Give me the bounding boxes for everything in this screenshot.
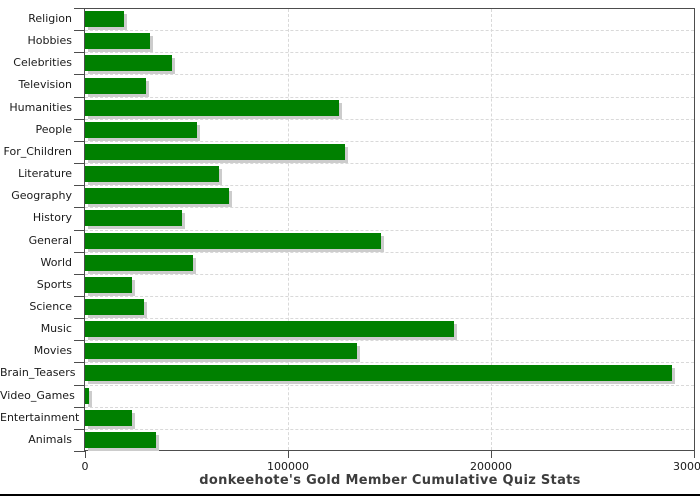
y-axis-label-entertainment: Entertainment [0,410,80,424]
h-gridline [85,273,694,275]
y-tick [74,406,85,408]
bar-world [85,254,193,271]
y-tick [74,428,85,430]
bar-for-children [85,143,345,160]
x-tick [694,451,695,458]
bar-people [85,121,197,138]
h-gridline [85,406,694,408]
y-tick [74,229,85,231]
h-gridline [85,340,694,342]
bar-science [85,299,144,316]
y-axis-label-music: Music [40,322,72,336]
y-tick [74,451,85,452]
h-gridline [85,384,694,386]
h-gridline [85,74,694,76]
bar-video-games [85,387,90,404]
x-tick-label-100000: 100000 [267,460,309,473]
y-tick [74,74,85,76]
bar-hobbies [85,33,150,50]
y-tick [74,340,85,342]
x-tick [85,451,86,458]
bar-movies [85,343,358,360]
y-axis-label-hobbies: Hobbies [27,34,72,48]
bar-general [85,232,382,249]
y-axis-label-for-children: For_Children [3,144,72,158]
h-gridline [85,118,694,120]
chart-title: donkeehote's Gold Member Cumulative Quiz… [199,473,581,488]
y-tick [74,273,85,275]
y-axis-label-history: History [32,211,72,225]
bar-religion [85,11,124,28]
bar-literature [85,166,219,183]
x-tick [491,451,492,458]
bottom-rule [0,494,700,496]
h-gridline [85,251,694,253]
y-tick [74,185,85,187]
y-tick [74,362,85,364]
y-tick [74,295,85,297]
h-gridline [85,52,694,54]
h-gridline [85,96,694,98]
h-gridline [85,185,694,187]
x-tick-label-0: 0 [81,460,89,473]
bar-animals [85,431,157,448]
y-tick [74,384,85,386]
bar-sports [85,276,132,293]
y-tick [74,318,85,320]
y-axis-label-celebrities: Celebrities [13,56,72,70]
y-tick [74,207,85,209]
bar-music [85,321,455,338]
y-axis-label-religion: Religion [28,12,72,25]
h-gridline [85,30,694,32]
x-tick-label-200000: 200000 [470,460,512,473]
bar-entertainment [85,409,132,426]
y-axis-label-people: People [35,122,72,136]
y-axis-label-world: World [40,255,72,269]
bar-celebrities [85,55,173,72]
bar-geography [85,188,230,205]
x-tick [288,451,289,458]
bar-humanities [85,99,339,116]
y-tick [74,118,85,120]
v-gridline [491,9,492,450]
y-axis-label-humanities: Humanities [9,100,72,114]
y-axis-label-geography: Geography [11,189,72,203]
y-tick [74,30,85,32]
bar-history [85,210,183,227]
bar-brain-teasers [85,365,672,382]
h-gridline [85,229,694,231]
x-tick-label-300000: 300000 [673,460,700,473]
y-axis-label-literature: Literature [18,167,72,181]
h-gridline [85,207,694,209]
bar-television [85,77,146,94]
y-axis-label-video-games: Video_Games [0,388,75,402]
v-gridline [288,9,289,450]
h-gridline [85,140,694,142]
h-gridline [85,362,694,364]
h-gridline [85,318,694,320]
y-tick [74,52,85,54]
y-axis-label-general: General [28,233,72,247]
y-tick [74,140,85,142]
y-axis-label-animals: Animals [28,432,72,446]
y-axis-label-brain-teasers: Brain_Teasers [0,366,76,380]
y-axis-label-television: Television [18,78,73,92]
h-gridline [85,428,694,430]
y-axis-label-sports: Sports [36,277,72,291]
y-tick [74,251,85,253]
y-tick [74,8,85,9]
y-axis-label-movies: Movies [33,344,72,358]
y-tick [74,96,85,98]
y-tick [74,163,85,165]
y-axis-label-science: Science [29,299,72,313]
h-gridline [85,163,694,165]
h-gridline [85,295,694,297]
